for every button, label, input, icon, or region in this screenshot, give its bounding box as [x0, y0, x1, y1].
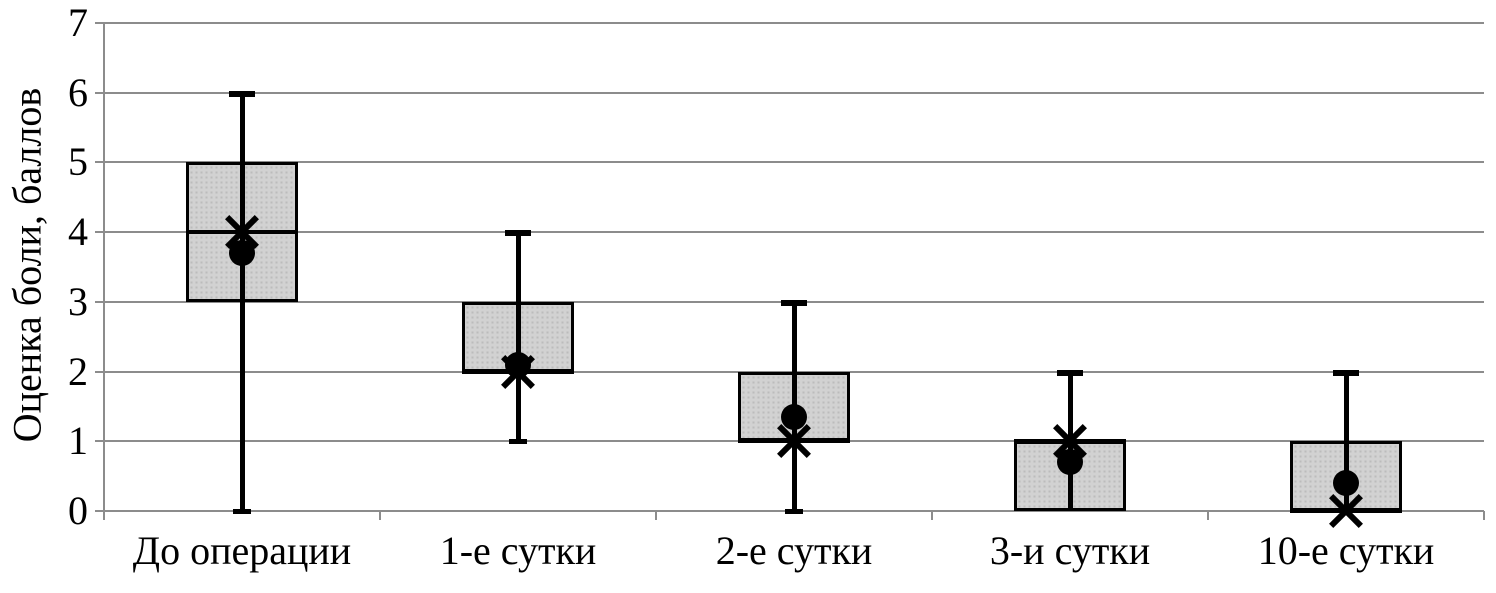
y-axis-tick [95, 370, 104, 373]
mean-dot-marker [505, 351, 531, 378]
x-category-label: До операции [132, 528, 352, 573]
y-axis-tick [95, 231, 104, 234]
x-category-label: 10-е сутки [1257, 528, 1435, 573]
x-category-label: 3-и сутки [989, 528, 1151, 573]
y-tick-label: 5 [68, 139, 88, 185]
y-axis-tick [95, 300, 104, 303]
y-axis-line [103, 23, 105, 520]
y-axis-tick [95, 22, 104, 24]
x-axis-tick [931, 511, 933, 520]
horizontal-gridline [104, 161, 1484, 164]
y-axis-tick [95, 510, 104, 512]
x-axis-tick [1207, 511, 1209, 520]
y-tick-label: 6 [68, 69, 88, 115]
y-axis-tick [95, 440, 104, 443]
horizontal-gridline [104, 22, 1484, 24]
whisker-cap-top [1333, 369, 1359, 376]
x-axis-tick [379, 511, 381, 520]
y-tick-label: 4 [68, 209, 88, 255]
y-tick-label: 2 [68, 348, 88, 394]
mean-dot-marker [1333, 470, 1359, 497]
y-axis-tick [95, 161, 104, 164]
mean-dot-marker [781, 403, 807, 430]
mean-dot-marker [1057, 449, 1083, 476]
y-tick-label: 0 [68, 488, 88, 533]
x-category-label: 1-е сутки [439, 528, 597, 573]
whisker-cap-bottom [785, 509, 803, 514]
whisker-line [515, 232, 521, 442]
horizontal-gridline [104, 91, 1484, 94]
x-category-label: 2-е сутки [715, 528, 873, 573]
whisker-cap-top [781, 299, 807, 306]
y-axis-tick [95, 91, 104, 94]
whisker-cap-bottom [233, 509, 251, 514]
y-tick-label: 3 [68, 278, 88, 324]
y-tick-label: 7 [68, 0, 88, 45]
x-axis-tick [103, 511, 105, 520]
whisker-cap-top [1057, 369, 1083, 376]
x-axis-tick [655, 511, 657, 520]
whisker-cap-top [229, 90, 255, 97]
whisker-cap-top [505, 230, 531, 237]
whisker-line [239, 92, 245, 511]
whisker-cap-bottom [509, 439, 527, 445]
whisker-line [1343, 371, 1349, 511]
mean-dot-marker [229, 240, 255, 267]
y-tick-label: 1 [68, 418, 88, 464]
x-axis-tick [1483, 511, 1485, 520]
horizontal-gridline [104, 231, 1484, 234]
